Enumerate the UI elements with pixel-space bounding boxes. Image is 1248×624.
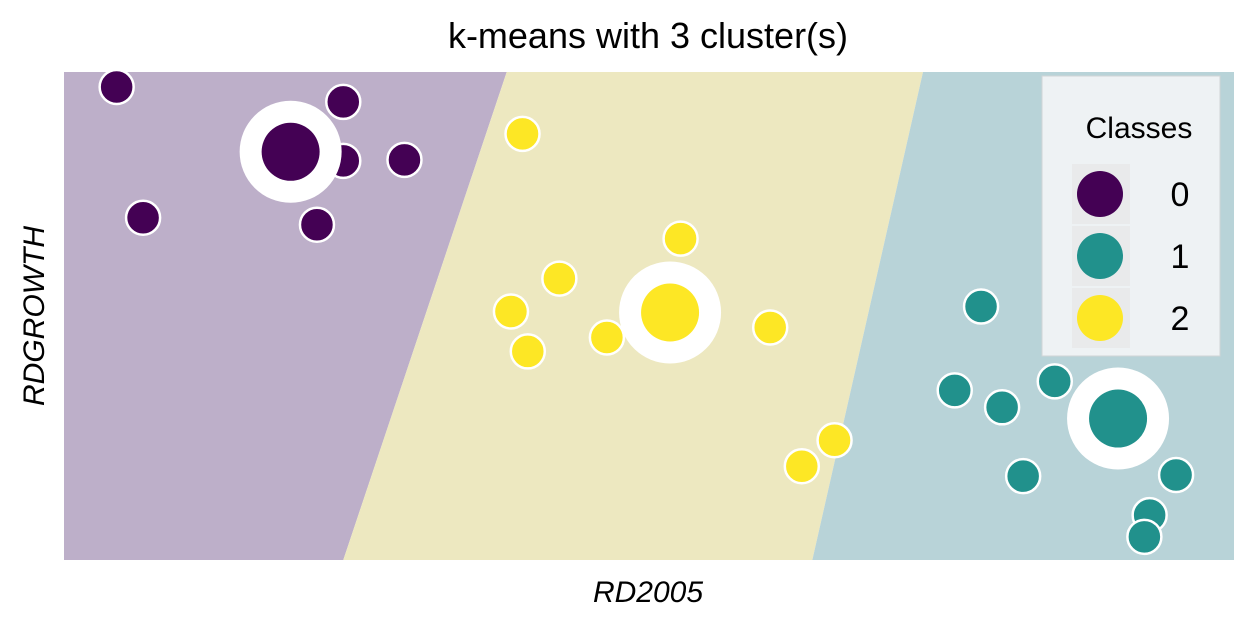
point-class-2 <box>816 421 853 459</box>
point-class-1 <box>962 288 1000 325</box>
centroid-class-2 <box>641 283 700 342</box>
point-class-1 <box>1004 457 1042 495</box>
legend-box <box>1041 75 1221 357</box>
point-class-0 <box>98 68 135 106</box>
centroid-class-1 <box>1089 389 1148 448</box>
point-class-1 <box>1036 363 1074 400</box>
point-class-2 <box>588 319 626 356</box>
centroid-class-0 <box>261 122 320 181</box>
point-class-2 <box>509 333 547 370</box>
point-class-2 <box>541 260 578 297</box>
legend-entries: 0 1 2 <box>1072 164 1189 348</box>
point-class-0 <box>386 141 423 179</box>
legend: Classes 0 1 2 <box>1041 75 1221 357</box>
legend-marker-2 <box>1077 295 1123 341</box>
point-class-0 <box>325 83 362 121</box>
legend-label-2: 2 <box>1171 300 1190 338</box>
chart-title: k-means with 3 cluster(s) <box>448 15 848 56</box>
point-class-2 <box>504 115 541 153</box>
point-class-1 <box>983 389 1021 426</box>
legend-label-0: 0 <box>1171 176 1190 214</box>
centroids <box>239 100 1170 470</box>
point-class-2 <box>751 309 789 346</box>
point-class-2 <box>492 293 530 330</box>
point-class-0 <box>124 199 162 236</box>
region-class-0 <box>64 72 507 560</box>
legend-title: Classes <box>1086 112 1193 145</box>
legend-marker-0 <box>1077 171 1123 217</box>
x-axis-label: RD2005 <box>593 576 703 609</box>
point-class-0 <box>298 206 336 243</box>
point-class-2 <box>662 220 699 257</box>
point-class-1 <box>1157 456 1195 494</box>
legend-label-1: 1 <box>1171 238 1190 276</box>
point-class-1 <box>1126 518 1163 556</box>
y-axis-label: RDGROWTH <box>18 226 51 406</box>
point-class-1 <box>936 372 973 409</box>
point-class-2 <box>783 447 821 485</box>
legend-marker-1 <box>1077 233 1123 279</box>
